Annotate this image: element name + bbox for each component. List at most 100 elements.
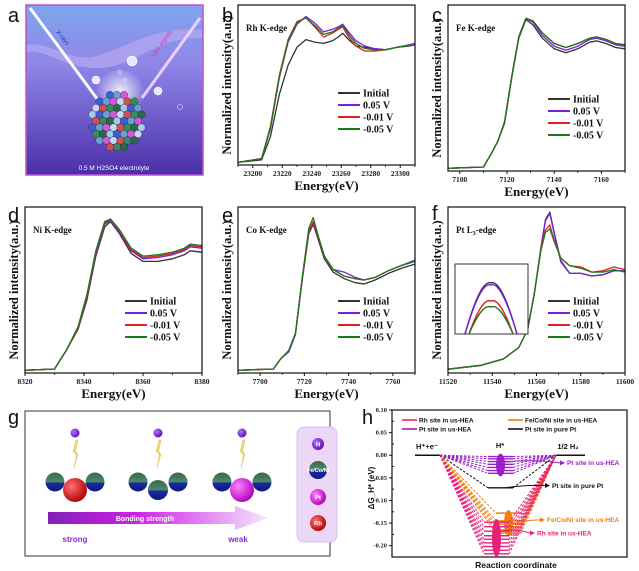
- panel-letter-h: h: [362, 407, 374, 429]
- fecoNi-atom-icon: [212, 472, 232, 492]
- x-tick-label: 23260: [332, 169, 351, 178]
- nanoparticle-atom: [130, 97, 139, 106]
- h-dashed-connector: [508, 454, 557, 544]
- x-tick-label: 7700: [253, 377, 268, 386]
- x-axis-title: Energy(eV): [294, 386, 358, 401]
- plot-frame: [447, 4, 626, 172]
- h-y-tick-label: 0.05: [376, 430, 388, 437]
- x-tick-label: 11560: [527, 377, 546, 386]
- xas-beam: [140, 17, 202, 99]
- element-legend-box: [296, 426, 338, 543]
- chart-b: 23200 23220 23240 23260 23280 23300 Energy(eV)…: [220, 4, 416, 193]
- fecoNi-atom-icon: [168, 472, 188, 492]
- h-dashed-connector: [439, 454, 489, 458]
- h-dashed-connector: [512, 454, 557, 460]
- bond-lightning-icon: [72, 439, 79, 469]
- x-tick-label: 23240: [302, 169, 321, 178]
- h-y-tick-label: -0.10: [373, 497, 387, 504]
- x-tick-label: 7120: [500, 175, 515, 184]
- x-tick-label: 8380: [195, 377, 210, 386]
- h-y-tick-label: 0.00: [376, 452, 387, 459]
- x-tick-label: 11600: [616, 377, 635, 386]
- state-label: 1/2 H₂: [557, 442, 578, 451]
- x-tick-label: 8360: [136, 377, 151, 386]
- chart-f: 11520 11540 11560 11580 11600 Energy(eV) Norma…: [430, 206, 635, 401]
- edge-label: Fe K-edge: [456, 23, 495, 33]
- h-dashed-connector: [512, 454, 557, 465]
- h-arrowhead-icon: [545, 483, 550, 489]
- state-label: H⁺+e⁻: [416, 442, 438, 451]
- h-dashed-connector: [439, 454, 489, 489]
- legend-fecoNi-label: Fe/Co/Ni: [307, 468, 330, 474]
- h-plot-frame: [391, 409, 628, 558]
- legend-label: -0.01 V: [573, 119, 604, 130]
- legend-label: -0.01 V: [150, 321, 181, 332]
- inset-series-line: [468, 299, 514, 335]
- nanoparticle-atom: [120, 91, 128, 99]
- x-tick-label: 11520: [439, 377, 458, 386]
- h-y-tick-label: 0.10: [376, 407, 387, 414]
- legend-label: Initial: [573, 95, 599, 106]
- h-legend-label: Pt site in pure Pt: [525, 426, 577, 433]
- inset-series-line: [468, 305, 514, 335]
- nanoparticle-atom: [134, 130, 142, 138]
- legend-label: 0.05 V: [150, 309, 178, 320]
- h-dashed-connector: [508, 455, 557, 551]
- x-tick-label: 11540: [483, 377, 502, 386]
- y-axis-title: Normalized intensity(a.u.): [7, 220, 21, 359]
- fecoNi-atom-icon: [85, 472, 105, 492]
- x-tick-label: 7740: [341, 377, 356, 386]
- h-x-axis-title: Reaction coordinate: [475, 560, 557, 570]
- h-y-tick-label: -0.20: [373, 543, 387, 550]
- panel-letter-f: f: [432, 203, 438, 225]
- y-axis-title: Normalized intensity(a.u.): [430, 220, 444, 359]
- h-dashed-connector: [439, 454, 497, 528]
- h-dashed-connector: [439, 455, 485, 555]
- h-dashed-connector: [508, 454, 557, 540]
- x-axis-title: Energy(eV): [294, 178, 358, 193]
- legend-label: -0.05 V: [150, 333, 181, 344]
- y-axis-title: Normalized intensity(a.u.): [430, 18, 444, 157]
- edge-label-rest: -edge: [476, 225, 497, 235]
- h-dashed-connector: [512, 454, 557, 472]
- legend-label: -0.01 V: [363, 321, 394, 332]
- series-line-005V: [447, 17, 626, 169]
- nanoparticle-atom: [134, 104, 142, 112]
- h-y-tick-label: -0.05: [373, 475, 387, 482]
- edge-label: Ni K-edge: [33, 225, 72, 235]
- h-dashed-connector: [508, 454, 557, 523]
- h-dashed-connector: [439, 454, 497, 531]
- h-annotation-label: Fe/Co/Ni site in us-HEA: [547, 517, 620, 524]
- hydrogen-atom-icon: [70, 428, 80, 438]
- adsorption-sites: [45, 428, 272, 502]
- rh-atom-icon: [63, 478, 87, 502]
- x-tick-label: 8320: [18, 377, 33, 386]
- legend-label: Initial: [573, 297, 599, 308]
- bonding-strength-label: Bonding strength: [116, 516, 174, 523]
- h-distribution-ellipse: [504, 510, 513, 537]
- element-legend: H Fe/Co/Ni Pt Rh: [307, 438, 330, 531]
- x-tick-label: 7720: [297, 377, 312, 386]
- legend-label: 0.05 V: [363, 309, 391, 320]
- h-dashed-connector: [512, 454, 557, 458]
- h-annotation-arrow: [501, 529, 531, 534]
- legend-label: 0.05 V: [363, 101, 391, 112]
- legend-label: -0.05 V: [573, 131, 604, 142]
- h-dashed-connector: [439, 454, 485, 536]
- legend-rh-label: Rh: [314, 522, 322, 528]
- x-tick-label: 23200: [243, 169, 262, 178]
- x-tick-label: 23220: [273, 169, 292, 178]
- h-distribution-ellipse: [496, 453, 505, 477]
- h-annotation-label: Pt site in pure Pt: [552, 483, 604, 490]
- legend-label: -0.05 V: [573, 333, 604, 344]
- series-line-005V: [24, 218, 203, 371]
- panel-letter-b: b: [222, 5, 234, 27]
- inset-frame: [454, 263, 529, 335]
- y-axis-title: Normalized intensity(a.u.): [220, 15, 234, 154]
- h-legend-label: Pt site in us-HEA: [419, 426, 472, 433]
- h-arrowhead-icon: [560, 460, 565, 466]
- h-annotation-label: Pt site in us-HEA: [567, 460, 620, 467]
- y-axis-title: Normalized intensity(a.u.): [220, 220, 234, 359]
- nanoparticle-atom: [130, 136, 139, 145]
